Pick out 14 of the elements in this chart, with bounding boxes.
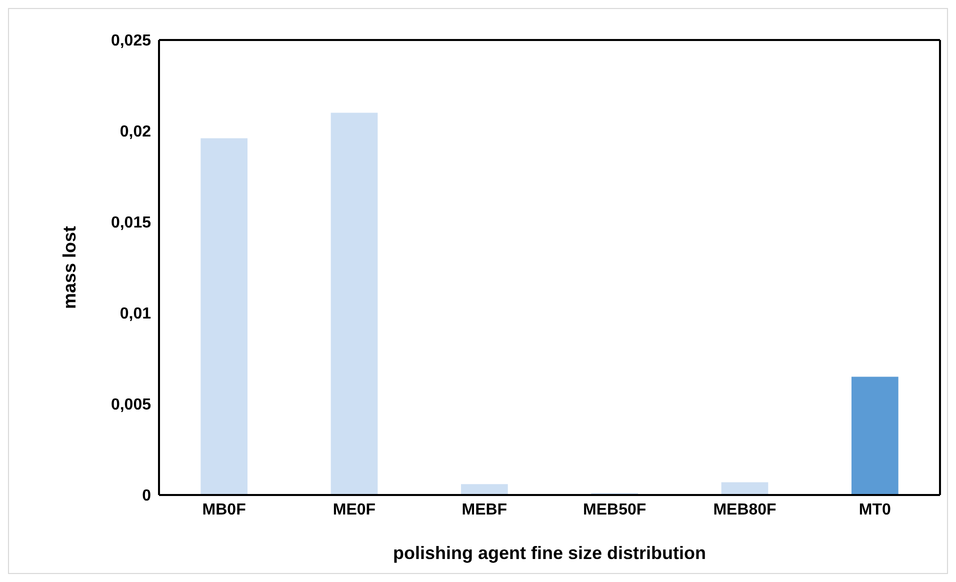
y-tick-label: 0,015 [110, 214, 152, 232]
y-tick-label: 0,025 [110, 32, 152, 50]
x-tick-label: MB0F [202, 501, 246, 518]
y-axis-title: mass lost [59, 226, 80, 310]
x-tick-label: MEB80F [713, 501, 777, 518]
y-tick-label: 0,005 [110, 396, 152, 414]
x-tick-label: MEB50F [583, 501, 646, 518]
y-tick-label: 0,02 [120, 124, 152, 141]
x-axis-title: polishing agent fine size distribution [392, 543, 706, 563]
x-tick-label: MEBF [462, 501, 508, 518]
y-tick-label: 0 [142, 488, 152, 505]
x-tick-label: ME0F [332, 501, 376, 518]
y-tick-label: 0,01 [120, 306, 152, 323]
x-tick-label: MT0 [858, 501, 892, 518]
